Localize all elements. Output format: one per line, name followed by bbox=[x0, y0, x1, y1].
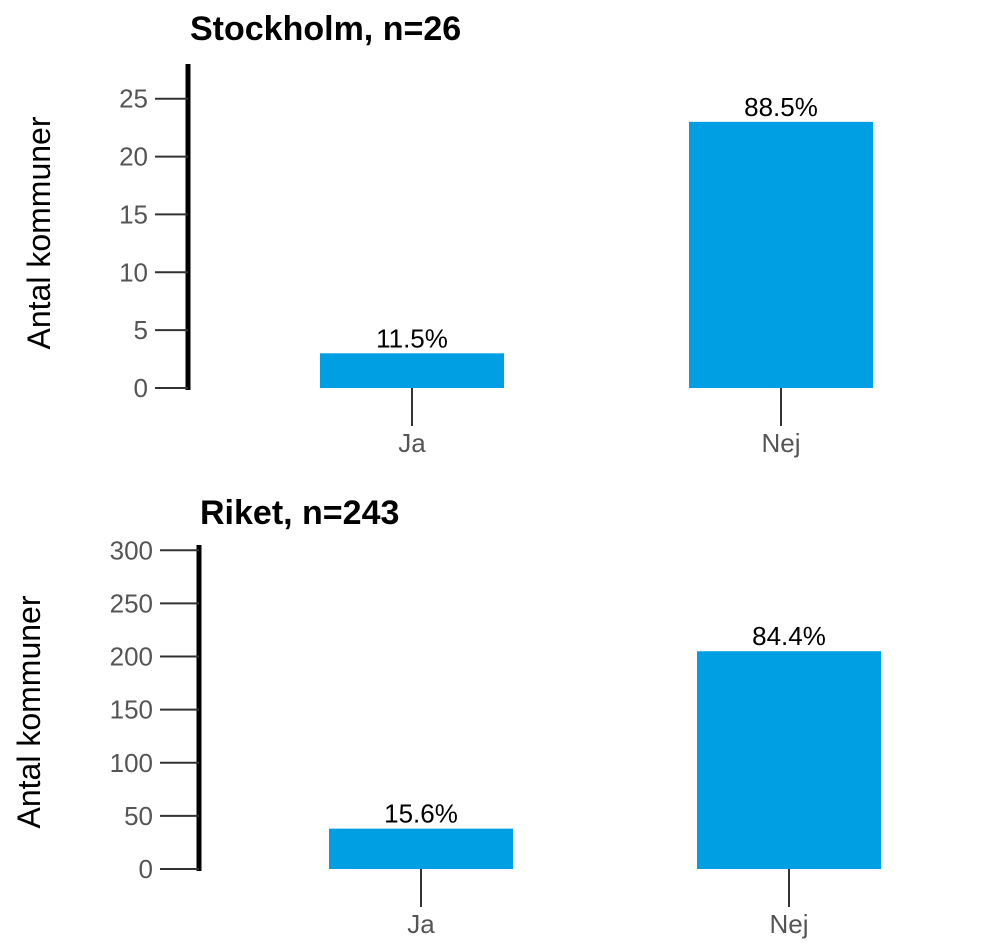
x-tick-label: Ja bbox=[398, 428, 426, 458]
y-tick-label: 25 bbox=[119, 84, 148, 114]
x-tick-label: Nej bbox=[761, 428, 800, 458]
y-tick-label: 200 bbox=[110, 642, 153, 672]
y-axis-label: Antal kommuner bbox=[11, 595, 47, 828]
y-tick-label: 100 bbox=[110, 748, 153, 778]
bar-data-label: 88.5% bbox=[744, 92, 818, 122]
y-tick-label: 50 bbox=[124, 801, 153, 831]
bar-data-label: 11.5% bbox=[376, 323, 448, 353]
y-tick-label: 10 bbox=[119, 257, 148, 287]
chart-title: Stockholm, n=26 bbox=[190, 10, 461, 48]
y-axis-label: Antal kommuner bbox=[21, 116, 57, 349]
chart-panel-riket: Riket, n=243 Antal kommuner 0 50 100 150 200… bbox=[11, 494, 881, 939]
y-tick-label: 300 bbox=[110, 535, 153, 565]
chart-title: Riket, n=243 bbox=[200, 494, 399, 532]
bar bbox=[697, 651, 881, 869]
y-tick-label: 15 bbox=[119, 199, 148, 229]
x-tick-label: Ja bbox=[407, 909, 435, 939]
bar bbox=[689, 121, 873, 388]
x-tick-label: Nej bbox=[769, 909, 808, 939]
chart-panel-stockholm: Stockholm, n=26 Antal kommuner 0 5 10 15 20 2… bbox=[21, 10, 873, 458]
bar bbox=[320, 353, 504, 388]
bar-data-label: 84.4% bbox=[752, 621, 826, 651]
y-tick-label: 150 bbox=[110, 695, 153, 725]
y-tick-label: 0 bbox=[134, 373, 148, 403]
y-tick-label: 0 bbox=[139, 854, 153, 884]
y-tick-label: 20 bbox=[119, 142, 148, 172]
bar-data-label: 15.6% bbox=[384, 799, 458, 829]
y-tick-label: 250 bbox=[110, 588, 153, 618]
y-tick-label: 5 bbox=[134, 315, 148, 345]
bar bbox=[329, 828, 513, 869]
